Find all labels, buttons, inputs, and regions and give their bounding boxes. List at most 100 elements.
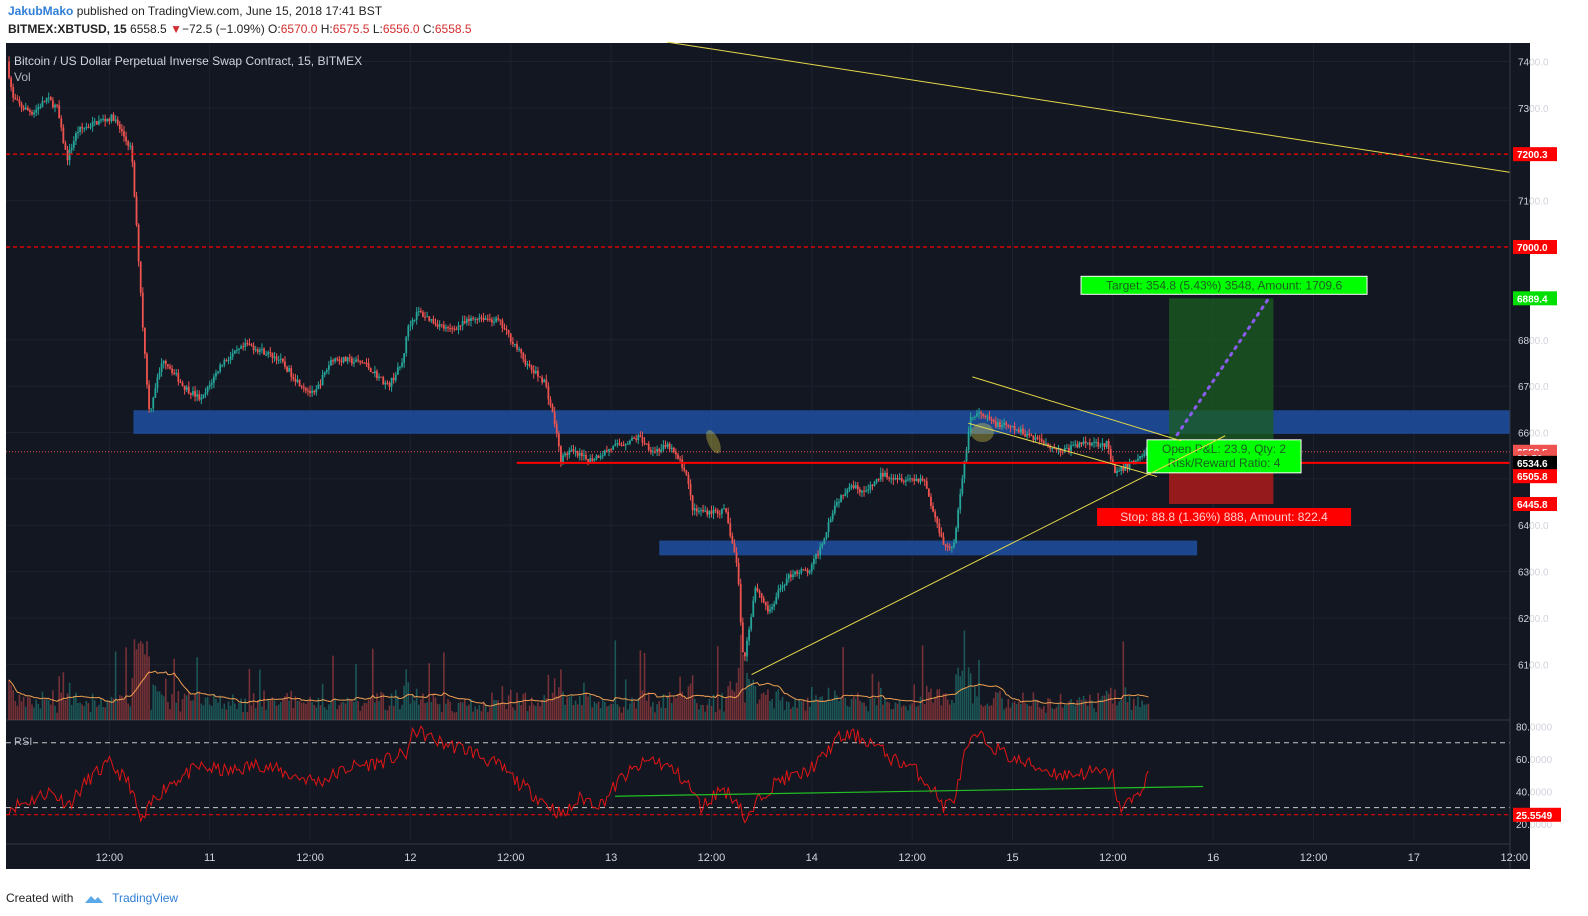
candle-body <box>424 316 426 318</box>
volume-bar <box>47 700 50 720</box>
candle-body <box>355 359 357 363</box>
position-tool[interactable]: Target: 354.8 (5.43%) 3548, Amount: 1709… <box>1080 275 1368 527</box>
candle-body <box>804 569 807 571</box>
volume-bar <box>227 701 230 720</box>
candle-body <box>164 360 167 365</box>
candle-body <box>986 416 989 418</box>
candle-body <box>307 390 309 392</box>
candle-body <box>125 136 127 142</box>
candle-body <box>488 319 491 321</box>
publish-info: JakubMako published on TradingView.com, … <box>8 4 382 18</box>
candle-body <box>436 324 439 327</box>
candle-body <box>1007 424 1010 427</box>
time-tick-label: 16 <box>1207 852 1219 864</box>
candle-body <box>677 454 679 459</box>
candle-body <box>606 450 608 452</box>
candle-body <box>221 364 224 366</box>
candle-body <box>1101 443 1104 446</box>
candle-body <box>917 478 920 482</box>
candle-body <box>60 118 63 128</box>
candle-body <box>415 312 418 320</box>
candle-body <box>704 510 707 512</box>
candle-body <box>637 435 640 441</box>
candle-body <box>541 377 544 383</box>
volume-bar <box>478 705 481 720</box>
candle-body <box>783 584 786 586</box>
candle-body <box>685 470 688 475</box>
candle-body <box>718 513 721 515</box>
rsi-label: RSI <box>14 736 32 748</box>
volume-bar <box>1089 694 1091 720</box>
volume-bar <box>340 702 343 720</box>
candle-body <box>252 345 255 351</box>
candle-body <box>572 449 575 452</box>
candle-body <box>62 127 65 144</box>
candle-body <box>785 578 788 585</box>
volume-bar <box>248 668 251 720</box>
volume-bar <box>384 709 387 720</box>
candle-body <box>955 528 957 543</box>
candle-body <box>925 481 928 489</box>
candle-body <box>739 583 742 623</box>
candle-body <box>800 569 803 573</box>
volume-bar <box>865 706 867 720</box>
candle-body <box>332 360 334 362</box>
tradingview-link[interactable]: TradingView <box>112 891 179 905</box>
time-tick-label: 13 <box>605 852 617 864</box>
candle-body <box>779 588 782 590</box>
candle-body <box>716 510 719 514</box>
volume-bar <box>992 698 995 720</box>
price-chart[interactable]: Target: 354.8 (5.43%) 3548, Amount: 1709… <box>0 40 1588 882</box>
volume-bar <box>1063 704 1066 720</box>
volume-bar <box>348 699 351 720</box>
trendlines[interactable] <box>667 41 1529 676</box>
candle-body <box>468 318 470 321</box>
volume-bar <box>564 704 566 720</box>
candle-body <box>1074 444 1077 446</box>
volume-bar <box>635 708 637 720</box>
candle-body <box>29 110 31 112</box>
candle-body <box>380 376 383 378</box>
volume-bar <box>499 702 502 720</box>
candle-body <box>1024 434 1026 437</box>
volume-bar <box>917 705 920 720</box>
volume-bar <box>616 704 619 720</box>
volume-bar <box>1049 698 1051 720</box>
candle-body <box>635 438 638 441</box>
candle-body <box>530 365 533 371</box>
candle-body <box>649 449 652 452</box>
candle-body <box>367 363 370 368</box>
author-link[interactable]: JakubMako <box>8 4 74 18</box>
candle-body <box>812 559 815 565</box>
candle-body <box>491 319 493 323</box>
volume-bar <box>52 690 54 720</box>
candle-body <box>12 87 15 98</box>
volume-bar <box>639 650 642 720</box>
volume-bar <box>520 705 523 720</box>
volume-bar <box>942 693 945 720</box>
volume-bar <box>578 695 581 720</box>
candle-body <box>1109 449 1112 460</box>
volume-bar <box>292 708 295 720</box>
candle-body <box>599 456 602 458</box>
candle-body <box>980 412 983 414</box>
volume-bar <box>27 696 29 720</box>
candle-body <box>982 413 985 416</box>
volume-bar <box>219 695 221 720</box>
volume-bar <box>767 689 769 720</box>
volume-bar <box>1101 695 1104 720</box>
candle-body <box>823 538 826 544</box>
candle-body <box>534 370 537 374</box>
volume-bar <box>20 701 23 720</box>
candle-body <box>700 510 702 512</box>
volume-bar <box>691 675 694 720</box>
support-zone-0 <box>133 410 1529 434</box>
volume-bar <box>81 704 83 720</box>
chart-title: Bitcoin / US Dollar Perpetual Inverse Sw… <box>14 54 362 68</box>
candle-body <box>1078 442 1081 448</box>
candle-body <box>10 77 12 88</box>
candle-body <box>177 373 180 382</box>
volume-bar <box>1099 699 1102 720</box>
volume-bar <box>434 697 437 720</box>
candle-body <box>376 371 378 379</box>
